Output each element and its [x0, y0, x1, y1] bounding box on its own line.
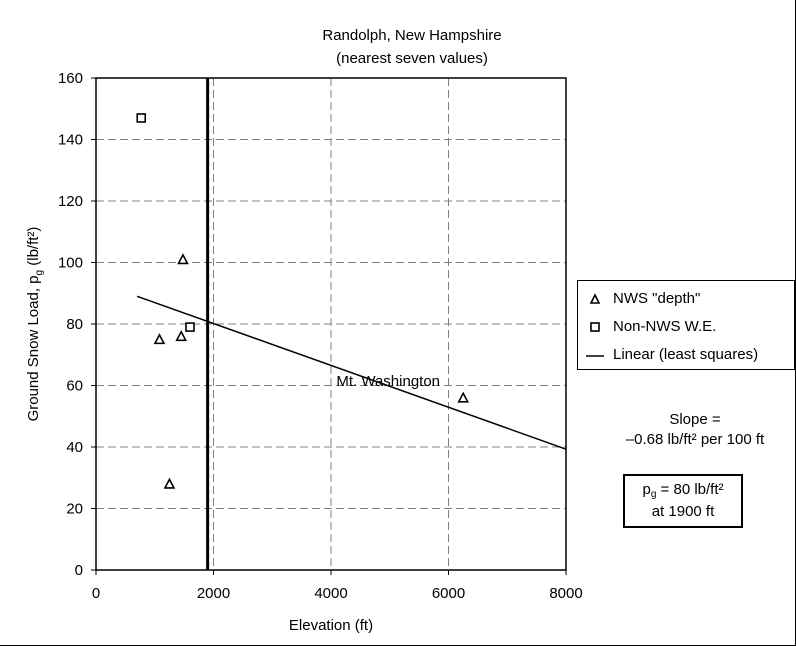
slope-line2: –0.68 lb/ft² per 100 ft [625, 431, 765, 448]
y-axis-label: Ground Snow Load, pg (lb/ft²) [25, 227, 45, 422]
y-tick-label: 80 [66, 316, 83, 333]
x-tick-label: 2000 [197, 585, 230, 602]
triangle-point [175, 330, 188, 342]
y-tick-label: 0 [75, 562, 83, 579]
data-points [136, 113, 470, 489]
x-axis-label: Elevation (ft) [289, 617, 373, 634]
trend-line [136, 295, 567, 450]
triangle-point [153, 333, 166, 345]
y-axis-ticks: 0 20 40 60 80 100 120 140 160 [58, 70, 96, 579]
square-point [185, 322, 195, 332]
y-tick-label: 140 [58, 132, 83, 149]
y-tick-label: 160 [58, 70, 83, 87]
chart-title: Randolph, New Hampshire [322, 27, 501, 44]
legend-label: NWS "depth" [613, 290, 701, 307]
x-tick-label: 6000 [432, 585, 465, 602]
chart-subtitle: (nearest seven values) [336, 50, 488, 67]
pg-line2: at 1900 ft [651, 503, 715, 520]
slope-text: Slope = –0.68 lb/ft² per 100 ft [600, 410, 790, 450]
legend-item-linear: Linear (least squares) [578, 344, 794, 366]
y-tick-label: 40 [66, 439, 83, 456]
triangle-point [177, 253, 189, 265]
triangle-marker-icon [589, 293, 601, 304]
triangle-point [163, 477, 176, 489]
x-tick-label: 0 [92, 585, 100, 602]
annotation-mt-washington: Mt. Washington [336, 373, 440, 390]
square-marker-icon [590, 322, 600, 332]
x-tick-label: 4000 [314, 585, 347, 602]
legend-item-non-nws: Non-NWS W.E. [578, 316, 794, 338]
y-tick-label: 60 [66, 378, 83, 395]
y-tick-label: 20 [66, 501, 83, 518]
grid-lines [96, 78, 566, 570]
x-tick-label: 8000 [549, 585, 582, 602]
slope-line1: Slope = [669, 411, 721, 428]
pg-line1: pg = 80 lb/ft² [642, 481, 724, 500]
square-point [136, 113, 147, 123]
legend-label: Non-NWS W.E. [613, 318, 717, 335]
triangle-point [457, 391, 470, 403]
y-tick-label: 100 [58, 255, 83, 272]
y-tick-label: 120 [58, 193, 83, 210]
pg-box: pg = 80 lb/ft² at 1900 ft [623, 474, 743, 528]
line-marker-icon [586, 355, 604, 357]
x-axis-ticks: 0 2000 4000 6000 8000 [92, 570, 583, 602]
legend: NWS "depth" Non-NWS W.E. Linear (least s… [577, 280, 795, 370]
legend-item-nws-depth: NWS "depth" [578, 288, 794, 310]
legend-label: Linear (least squares) [613, 346, 759, 363]
